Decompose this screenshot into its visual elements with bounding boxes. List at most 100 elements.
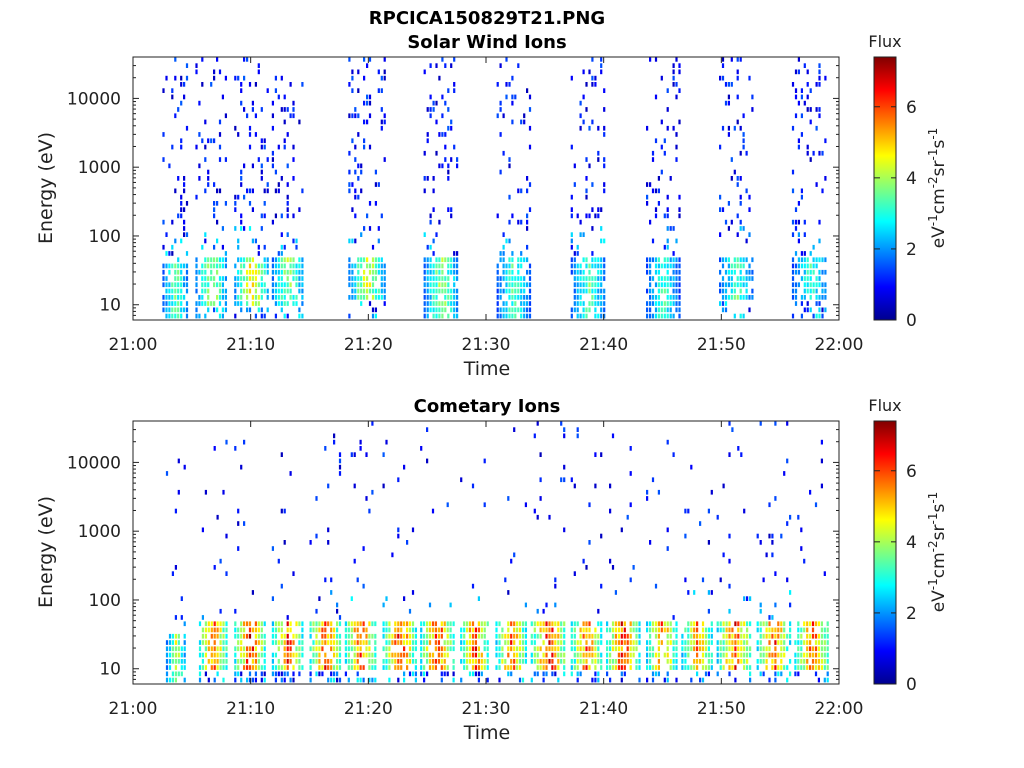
heatmap-cell — [684, 652, 687, 658]
heatmap-cell — [254, 313, 258, 319]
heatmap-cell — [716, 646, 719, 652]
heatmap-cell — [286, 633, 289, 639]
heatmap-cell — [573, 483, 576, 489]
heatmap-cell — [649, 269, 652, 275]
heatmap-cell — [243, 257, 246, 263]
heatmap-cell — [803, 640, 806, 645]
heatmap-cell — [573, 646, 576, 652]
heatmap-cell — [734, 621, 737, 627]
heatmap-cell — [797, 282, 801, 288]
heatmap-cell — [526, 282, 529, 288]
heatmap-cell — [207, 138, 210, 144]
heatmap-cell — [292, 263, 295, 269]
heatmap-cell — [165, 640, 169, 645]
heatmap-cell — [280, 282, 283, 288]
heatmap-cell — [183, 232, 186, 237]
heatmap-cell — [600, 263, 603, 269]
heatmap-cell — [603, 132, 606, 137]
heatmap-cell — [301, 633, 304, 639]
heatmap-cell — [174, 646, 178, 652]
heatmap-cell — [649, 665, 652, 670]
heatmap-cell — [748, 307, 751, 313]
heatmap-cell — [524, 602, 528, 608]
heatmap-cell — [414, 646, 418, 652]
heatmap-cell — [318, 627, 321, 633]
heatmap-cell — [821, 288, 824, 294]
heatmap-cell — [548, 633, 551, 639]
heatmap-cell — [818, 238, 821, 244]
heatmap-cell — [710, 633, 713, 639]
heatmap-cell — [507, 621, 510, 627]
heatmap-cell — [749, 652, 752, 658]
heatmap-cell — [460, 659, 463, 664]
heatmap-cell — [649, 540, 652, 545]
heatmap-cell — [431, 665, 435, 670]
heatmap-cell — [669, 307, 672, 313]
heatmap-cell — [274, 295, 278, 300]
heatmap-cell — [426, 269, 429, 275]
heatmap-cell — [423, 640, 426, 645]
heatmap-cell — [363, 257, 366, 263]
heatmap-cell — [651, 477, 655, 483]
heatmap-cell — [690, 633, 693, 639]
heatmap-cell — [438, 282, 441, 288]
heatmap-cell — [513, 640, 516, 645]
heatmap-cell — [768, 502, 771, 508]
heatmap-cell — [453, 57, 456, 62]
heatmap-cell — [383, 119, 386, 125]
heatmap-cell — [216, 188, 219, 194]
heatmap-cell — [429, 288, 432, 294]
heatmap-cell — [347, 652, 350, 658]
heatmap-cell — [528, 125, 532, 131]
heatmap-cell — [468, 659, 472, 664]
heatmap-cell — [629, 577, 632, 583]
heatmap-cell — [283, 94, 286, 100]
heatmap-cell — [165, 313, 168, 319]
heatmap-cell — [728, 533, 731, 539]
heatmap-cell — [237, 276, 240, 281]
heatmap-cell — [736, 182, 739, 187]
heatmap-cell — [234, 627, 237, 633]
heatmap-cell — [274, 288, 278, 294]
heatmap-cell — [626, 640, 629, 645]
heatmap-cell — [573, 665, 576, 670]
heatmap-cell — [243, 652, 246, 658]
heatmap-cell — [174, 269, 177, 275]
heatmap-cell — [414, 677, 418, 683]
heatmap-cell — [536, 646, 539, 652]
heatmap-cell — [248, 677, 252, 683]
heatmap-cell — [380, 125, 383, 131]
heatmap-cell — [298, 276, 301, 281]
heatmap-cell — [224, 251, 228, 256]
heatmap-cell — [756, 533, 759, 539]
heatmap-cell — [438, 276, 441, 281]
heatmap-cell — [295, 646, 298, 652]
heatmap-cell — [180, 213, 183, 219]
heatmap-cell — [377, 269, 380, 275]
heatmap-cell — [263, 633, 266, 639]
heatmap-cell — [573, 640, 576, 645]
heatmap-cell — [344, 627, 348, 633]
heatmap-cell — [508, 219, 511, 225]
heatmap-cell — [280, 301, 283, 306]
heatmap-cell — [286, 301, 289, 306]
heatmap-cell — [225, 640, 228, 645]
heatmap-cell — [510, 633, 513, 639]
heatmap-cell — [309, 633, 312, 639]
heatmap-cell — [791, 125, 795, 131]
heatmap-cell — [771, 659, 774, 664]
heatmap-cell — [438, 301, 441, 306]
heatmap-cell — [280, 627, 283, 633]
heatmap-cell — [171, 633, 175, 639]
heatmap-cell — [446, 665, 449, 670]
heatmap-cell — [180, 276, 183, 281]
heatmap-cell — [388, 621, 391, 627]
heatmap-cell — [530, 640, 533, 645]
heatmap-cell — [684, 533, 687, 539]
heatmap-cell — [277, 659, 280, 664]
heatmap-cell — [225, 659, 228, 664]
heatmap-cell — [420, 633, 423, 639]
heatmap-cell — [791, 269, 795, 275]
heatmap-cell — [301, 276, 304, 281]
heatmap-cell — [444, 307, 447, 313]
